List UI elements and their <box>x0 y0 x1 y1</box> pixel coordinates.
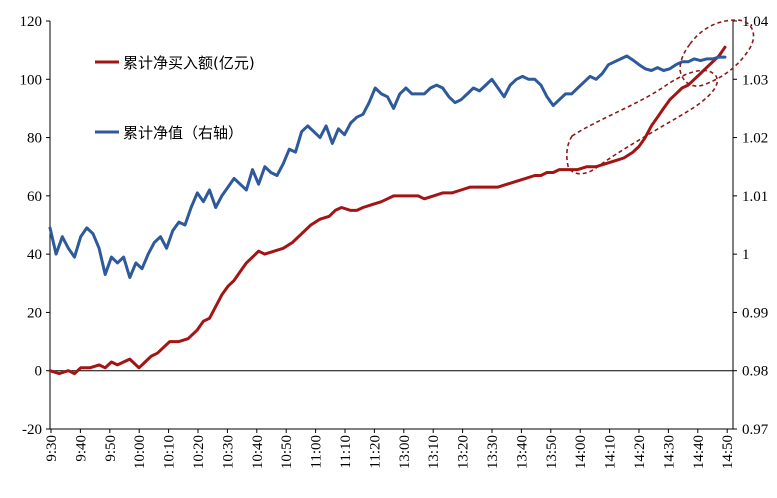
x-tick-label: 14:10 <box>603 435 619 469</box>
legend-label-net-buy: 累计净买入额(亿元) <box>123 54 255 72</box>
left-tick-label: 0 <box>35 364 43 380</box>
right-tick-label: 1.03 <box>742 72 768 88</box>
x-tick-label: 11:20 <box>367 435 383 469</box>
x-tick-label: 13:10 <box>426 435 442 469</box>
x-tick-label: 10:00 <box>132 435 148 469</box>
right-tick-label: 1 <box>742 247 750 263</box>
x-tick-label: 10:30 <box>220 435 236 469</box>
legend: 累计净买入额(亿元) 累计净值（右轴） <box>95 54 255 142</box>
right-tick-label: 1.02 <box>742 131 768 147</box>
right-tick-label: 1.01 <box>742 189 768 205</box>
annotations <box>566 19 755 175</box>
x-tick-label: 13:20 <box>456 435 472 469</box>
left-tick-label: 40 <box>27 247 42 263</box>
highlight-ellipse-upper <box>679 19 755 87</box>
x-tick-label: 14:30 <box>661 435 677 469</box>
x-tick-label: 13:30 <box>485 435 501 469</box>
x-tick-label: 14:50 <box>720 435 736 469</box>
x-tick-label: 10:40 <box>250 435 266 469</box>
x-tick-label: 14:40 <box>691 435 707 469</box>
left-tick-label: 60 <box>27 189 42 205</box>
left-tick-label: 20 <box>27 305 42 321</box>
highlight-ellipse-lower <box>566 69 719 175</box>
left-tick-label: 100 <box>20 72 43 88</box>
x-tick-label: 9:30 <box>44 435 60 462</box>
x-tick-label: 9:40 <box>73 435 89 462</box>
right-axis-ticks: 0.97 0.98 0.99 1 1.01 1.02 1.03 1.04 <box>733 14 769 438</box>
right-tick-label: 0.98 <box>742 364 768 380</box>
legend-label-nav: 累计净值（右轴） <box>123 124 243 142</box>
series-line-nav <box>48 54 727 279</box>
x-tick-label: 14:20 <box>632 435 648 469</box>
right-tick-label: 1.04 <box>742 14 769 30</box>
left-axis-ticks: -20 0 20 40 60 80 100 120 <box>20 14 50 438</box>
x-tick-label: 13:40 <box>514 435 530 469</box>
axes <box>49 21 734 430</box>
x-tick-label: 13:00 <box>397 435 413 469</box>
x-tick-label: 10:50 <box>279 435 295 469</box>
x-tick-label: 10:20 <box>191 435 207 469</box>
x-tick-label: 9:50 <box>103 435 119 462</box>
left-tick-label: -20 <box>22 422 42 438</box>
right-tick-label: 0.99 <box>742 305 768 321</box>
series-layer <box>48 45 727 376</box>
x-axis-ticks: 9:30 9:40 9:50 10:00 10:10 10:20 10:30 10:40 10:… <box>44 429 736 469</box>
series-line-net-buy <box>48 45 727 376</box>
x-tick-label: 14:00 <box>573 435 589 469</box>
x-tick-label: 11:00 <box>309 435 325 469</box>
left-tick-label: 80 <box>27 131 42 147</box>
left-tick-label: 120 <box>20 14 43 30</box>
x-tick-label: 11:10 <box>338 435 354 469</box>
right-tick-label: 0.97 <box>742 422 769 438</box>
x-tick-label: 13:50 <box>544 435 560 469</box>
x-tick-label: 10:10 <box>162 435 178 469</box>
